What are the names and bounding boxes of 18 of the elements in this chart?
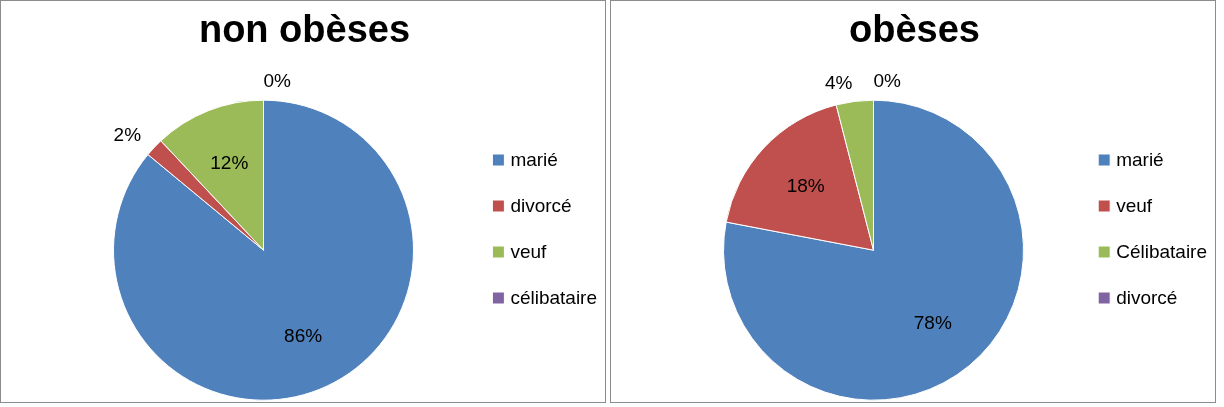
text: 0% <box>873 70 901 92</box>
data-label: 78% <box>913 311 952 333</box>
data-label: 2% <box>113 123 142 145</box>
legend-label: veuf <box>1116 194 1153 217</box>
data-label: 12% <box>210 152 249 174</box>
legend-label: marié <box>1116 148 1164 171</box>
data-label: 18% <box>786 175 825 197</box>
legend-label: célibataire <box>510 286 597 309</box>
data-label: 4% <box>824 71 853 93</box>
data-label: 86% <box>284 324 323 346</box>
chart-title: non obèses <box>198 7 411 50</box>
legend-label: marié <box>510 148 558 171</box>
text: 0% <box>263 70 291 92</box>
legend-label: divorcé <box>510 194 572 217</box>
legend-label: veuf <box>510 240 547 263</box>
legend-label: Célibataire <box>1116 240 1207 263</box>
chart-title: obèses <box>849 7 980 50</box>
legend-label: divorcé <box>1116 286 1178 309</box>
